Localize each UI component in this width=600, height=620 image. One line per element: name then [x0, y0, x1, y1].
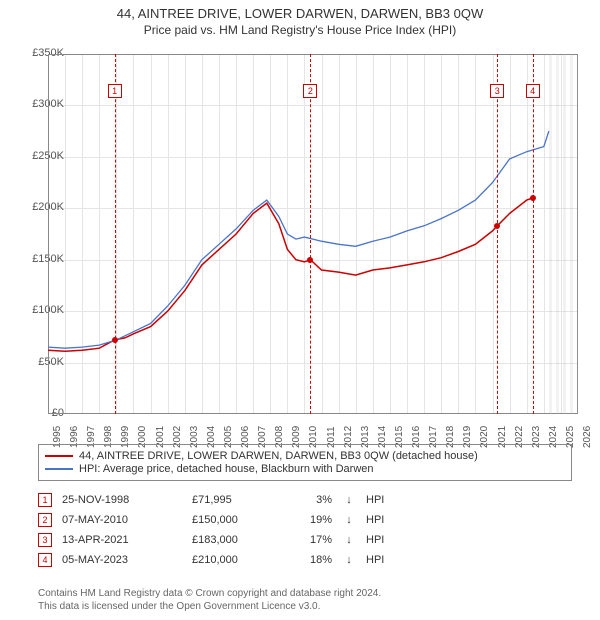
chart-title: 44, AINTREE DRIVE, LOWER DARWEN, DARWEN,…: [0, 6, 600, 21]
event-marker-small: 2: [38, 513, 52, 527]
event-marker: 2: [303, 84, 317, 98]
down-arrow-icon: ↓: [342, 494, 356, 506]
event-row: 1 25-NOV-1998 £71,995 3% ↓ HPI: [38, 490, 572, 510]
plot-svg: [48, 54, 578, 414]
sale-point: [494, 223, 500, 229]
event-vline: [533, 54, 534, 414]
series-price_paid: [48, 198, 533, 351]
down-arrow-icon: ↓: [342, 514, 356, 526]
event-marker-small: 3: [38, 533, 52, 547]
event-pct: 19%: [292, 514, 332, 526]
event-vline: [310, 54, 311, 414]
event-row: 2 07-MAY-2010 £150,000 19% ↓ HPI: [38, 510, 572, 530]
footer: Contains HM Land Registry data © Crown c…: [38, 588, 572, 613]
event-marker-small: 1: [38, 493, 52, 507]
legend-label: 44, AINTREE DRIVE, LOWER DARWEN, DARWEN,…: [79, 450, 478, 462]
title-block: 44, AINTREE DRIVE, LOWER DARWEN, DARWEN,…: [0, 0, 600, 39]
event-row: 3 13-APR-2021 £183,000 17% ↓ HPI: [38, 530, 572, 550]
series-hpi: [48, 131, 549, 348]
chart-container: 44, AINTREE DRIVE, LOWER DARWEN, DARWEN,…: [0, 0, 600, 620]
event-date: 07-MAY-2010: [62, 514, 182, 526]
event-price: £210,000: [192, 554, 282, 566]
event-hpi-label: HPI: [366, 514, 396, 526]
event-marker-small: 4: [38, 553, 52, 567]
x-tick-label: 2026: [582, 426, 593, 448]
event-hpi-label: HPI: [366, 554, 396, 566]
event-date: 25-NOV-1998: [62, 494, 182, 506]
down-arrow-icon: ↓: [342, 554, 356, 566]
event-pct: 3%: [292, 494, 332, 506]
legend-label: HPI: Average price, detached house, Blac…: [79, 463, 374, 475]
event-pct: 18%: [292, 554, 332, 566]
legend: 44, AINTREE DRIVE, LOWER DARWEN, DARWEN,…: [38, 444, 572, 481]
footer-line: Contains HM Land Registry data © Crown c…: [38, 588, 572, 601]
legend-swatch-hpi: [45, 468, 73, 470]
sale-point: [307, 257, 313, 263]
event-row: 4 05-MAY-2023 £210,000 18% ↓ HPI: [38, 550, 572, 570]
events-table: 1 25-NOV-1998 £71,995 3% ↓ HPI 2 07-MAY-2010 £15…: [38, 490, 572, 570]
event-vline: [497, 54, 498, 414]
legend-item-hpi: HPI: Average price, detached house, Blac…: [45, 463, 565, 475]
legend-item-price-paid: 44, AINTREE DRIVE, LOWER DARWEN, DARWEN,…: [45, 450, 565, 462]
future-band: [549, 54, 578, 414]
sale-point: [112, 337, 118, 343]
event-pct: 17%: [292, 534, 332, 546]
footer-line: This data is licensed under the Open Gov…: [38, 601, 572, 614]
event-price: £71,995: [192, 494, 282, 506]
chart-subtitle: Price paid vs. HM Land Registry's House …: [0, 23, 600, 37]
event-hpi-label: HPI: [366, 534, 396, 546]
legend-swatch-price-paid: [45, 455, 73, 457]
event-hpi-label: HPI: [366, 494, 396, 506]
event-date: 05-MAY-2023: [62, 554, 182, 566]
event-marker: 1: [108, 84, 122, 98]
sale-point: [530, 195, 536, 201]
event-vline: [115, 54, 116, 414]
event-marker: 3: [490, 84, 504, 98]
event-price: £183,000: [192, 534, 282, 546]
event-marker: 4: [526, 84, 540, 98]
event-price: £150,000: [192, 514, 282, 526]
event-date: 13-APR-2021: [62, 534, 182, 546]
down-arrow-icon: ↓: [342, 534, 356, 546]
